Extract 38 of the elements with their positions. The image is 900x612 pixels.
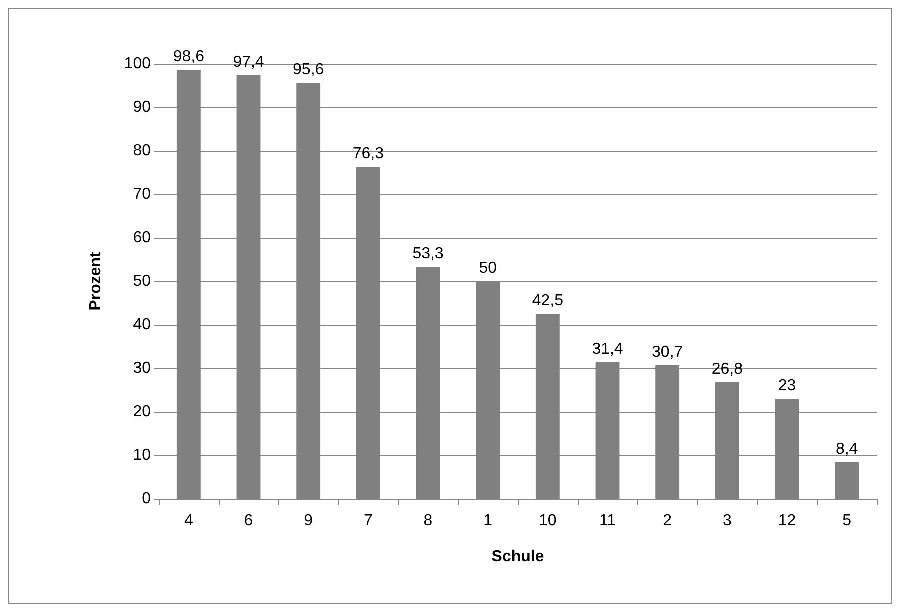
x-tick-label: 2 (663, 512, 672, 530)
data-label: 53,3 (412, 246, 444, 263)
x-tick-label: 8 (424, 512, 433, 530)
data-label: 42,5 (532, 292, 564, 310)
y-tick-label: 100 (124, 56, 152, 72)
y-tick-label: 60 (133, 230, 152, 246)
data-label: 23 (778, 377, 796, 394)
x-tick-label: 10 (539, 512, 557, 530)
x-tick-label: 12 (778, 512, 796, 530)
data-label: 95,6 (293, 62, 324, 79)
data-label: 26,8 (712, 360, 744, 378)
y-tick-label: 90 (133, 99, 152, 116)
x-tick-label: 9 (304, 512, 314, 530)
data-label: 76,3 (352, 146, 384, 163)
y-tick-label: 50 (133, 273, 152, 290)
x-axis-title: Schule (492, 548, 544, 566)
x-tick-label: 7 (364, 512, 373, 530)
data-label: 50 (479, 260, 498, 277)
data-label: 31,4 (592, 340, 624, 358)
data-label: 30,7 (652, 344, 684, 361)
data-label: 98,6 (173, 48, 205, 66)
data-label: 8,4 (836, 440, 858, 458)
y-tick-label: 70 (133, 186, 152, 203)
x-tick-label: 4 (184, 512, 194, 530)
x-tick-label: 3 (722, 512, 732, 530)
data-label: 97,4 (233, 54, 264, 71)
y-tick-label: 30 (133, 360, 152, 377)
x-tick-label: 6 (244, 512, 254, 530)
y-tick-label: 80 (133, 142, 152, 160)
y-tick-label: 0 (142, 490, 152, 508)
y-tick-label: 40 (133, 316, 152, 334)
x-tick-label: 11 (599, 512, 616, 530)
y-tick-label: 20 (133, 404, 152, 420)
y-tick-label: 10 (133, 447, 152, 464)
y-axis-title: Prozent (88, 251, 104, 311)
x-tick-label: 1 (484, 512, 493, 530)
x-tick-label: 5 (842, 512, 852, 530)
bar (835, 462, 860, 499)
